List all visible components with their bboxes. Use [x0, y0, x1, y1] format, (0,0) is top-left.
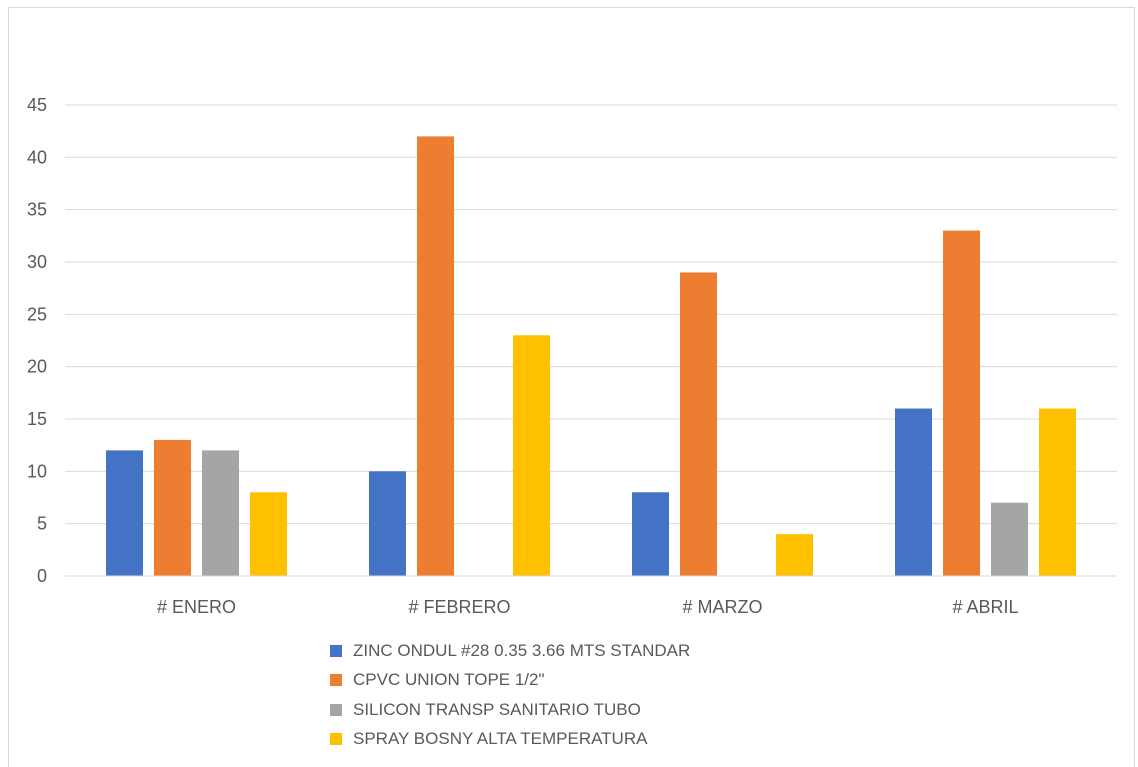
- legend-swatch-icon: [330, 703, 342, 716]
- legend-label: CPVC UNION TOPE 1/2": [353, 670, 545, 690]
- gridlines: [65, 104, 1117, 525]
- y-tick-label: 45: [27, 95, 47, 115]
- legend-label: SILICON TRANSP SANITARIO TUBO: [353, 699, 641, 719]
- y-tick-label: 10: [27, 461, 47, 481]
- x-tick-label: # FEBRERO: [408, 597, 510, 617]
- bar: [632, 492, 669, 576]
- bar: [991, 502, 1028, 576]
- y-tick-label: 0: [37, 566, 47, 586]
- legend-item: SILICON TRANSP SANITARIO TUBO: [330, 695, 930, 725]
- y-tick-label: 5: [37, 514, 47, 534]
- legend-item: ZINC ONDUL #28 0.35 3.66 MTS STANDAR: [330, 636, 930, 666]
- legend-swatch-icon: [330, 644, 342, 657]
- y-tick-label: 35: [27, 200, 47, 220]
- y-axis-tick-labels: 0 5 10 15 20 25 30 35 40 45: [27, 95, 47, 586]
- bar: [154, 439, 191, 576]
- bar: [369, 471, 406, 576]
- bar: [250, 492, 287, 576]
- bar: [776, 534, 813, 576]
- legend-swatch-icon: [330, 674, 342, 687]
- bar: [513, 335, 550, 576]
- bar: [417, 136, 454, 576]
- bar: [895, 408, 932, 576]
- bars: [106, 136, 1076, 576]
- x-axis-tick-labels: # ENERO # FEBRERO # MARZO # ABRIL: [157, 597, 1019, 617]
- legend-label: ZINC ONDUL #28 0.35 3.66 MTS STANDAR: [353, 640, 691, 660]
- y-tick-label: 40: [27, 147, 47, 167]
- y-tick-label: 15: [27, 409, 47, 429]
- bar: [680, 272, 717, 576]
- bar: [202, 450, 239, 576]
- y-tick-label: 30: [27, 252, 47, 272]
- bar: [1039, 408, 1076, 576]
- bar: [943, 230, 980, 576]
- legend-swatch-icon: [330, 733, 342, 746]
- legend-item: SPRAY BOSNY ALTA TEMPERATURA: [330, 725, 930, 755]
- x-tick-label: # MARZO: [682, 597, 762, 617]
- x-tick-label: # ENERO: [157, 597, 236, 617]
- legend-label: SPRAY BOSNY ALTA TEMPERATURA: [353, 729, 648, 749]
- legend: ZINC ONDUL #28 0.35 3.66 MTS STANDAR CPV…: [330, 636, 930, 754]
- x-tick-label: # ABRIL: [952, 597, 1018, 617]
- legend-item: CPVC UNION TOPE 1/2": [330, 666, 930, 696]
- y-tick-label: 25: [27, 304, 47, 324]
- bar: [106, 450, 143, 576]
- y-tick-label: 20: [27, 357, 47, 377]
